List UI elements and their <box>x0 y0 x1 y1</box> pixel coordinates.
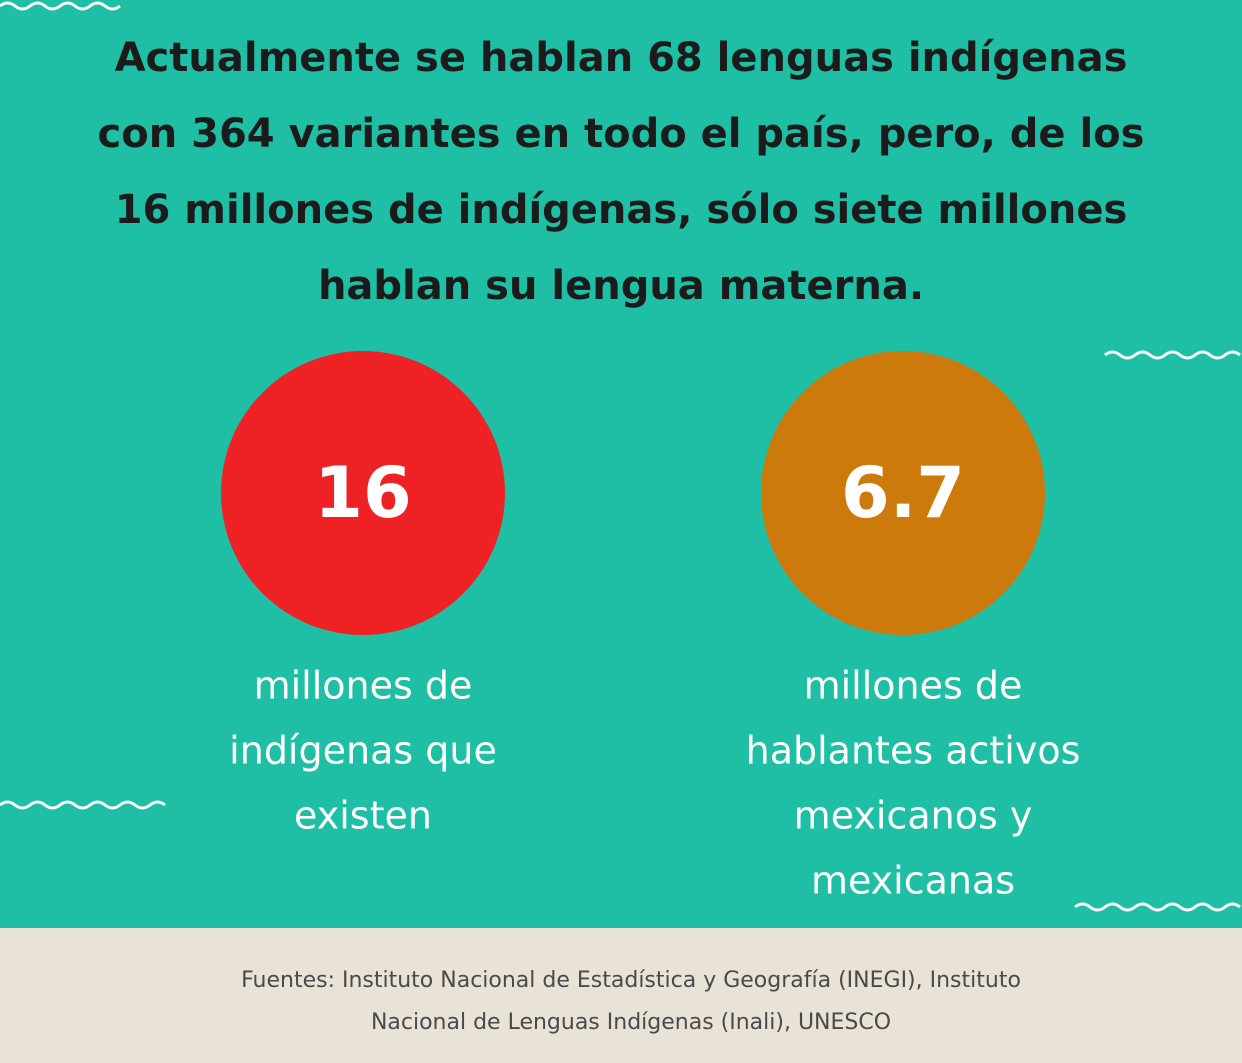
decoration <box>1104 350 1241 360</box>
stat-label: millones de <box>804 664 1023 708</box>
headline-line: hablan su lengua materna. <box>318 263 924 309</box>
stat-circle <box>761 351 1045 635</box>
content: Actualmente se hablan 68 lenguas indígen… <box>98 35 1145 1035</box>
stat-value: 6.7 <box>841 452 965 534</box>
stat-label: existen <box>294 794 432 838</box>
footer-band <box>0 928 1242 1063</box>
stat-label: mexicanas <box>811 859 1015 903</box>
decoration <box>0 1 121 11</box>
headline-line: con 364 variantes en todo el país, pero,… <box>98 111 1145 157</box>
headline-line: Actualmente se hablan 68 lenguas indígen… <box>115 35 1128 81</box>
stat-label: hablantes activos <box>746 729 1081 773</box>
stat-circle <box>221 351 505 635</box>
stat-label: millones de <box>254 664 473 708</box>
headline-line: 16 millones de indígenas, sólo siete mil… <box>115 187 1128 233</box>
footer-line: Fuentes: Instituto Nacional de Estadísti… <box>241 968 1021 993</box>
stat-label: mexicanos y <box>794 794 1033 838</box>
stat-label: indígenas que <box>229 729 497 773</box>
decoration <box>0 800 166 810</box>
footer-line: Nacional de Lenguas Indígenas (Inali), U… <box>371 1010 891 1035</box>
stat-value: 16 <box>314 452 411 534</box>
decoration <box>1074 902 1241 912</box>
